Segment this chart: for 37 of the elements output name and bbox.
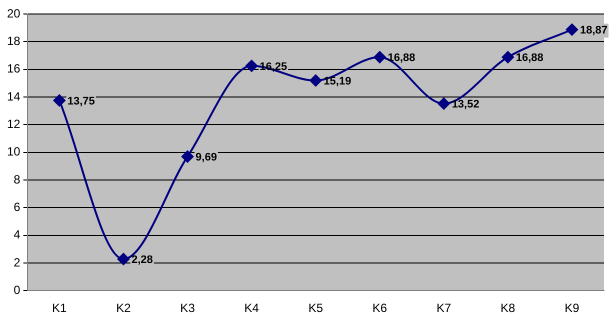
x-tick-label: K7 — [436, 301, 452, 316]
x-tick-label: K4 — [244, 301, 260, 316]
data-label: 16,88 — [388, 52, 416, 64]
x-tick-label: K5 — [308, 301, 324, 316]
point — [374, 51, 386, 64]
data-label: 13,75 — [67, 95, 95, 108]
point — [310, 74, 322, 87]
y-tick-label: 18 — [6, 34, 21, 48]
x-tick-label: K2 — [116, 301, 132, 316]
y-tick-label: 10 — [6, 144, 21, 159]
y-tick-label: 8 — [14, 172, 21, 186]
y-tick-label: 4 — [14, 228, 21, 242]
y-tick-label: 0 — [14, 282, 21, 297]
y-tick-label: 20 — [6, 6, 21, 20]
point — [502, 51, 514, 64]
point — [246, 60, 258, 72]
x-tick-label: K1 — [52, 301, 68, 316]
data-label: 16,88 — [516, 52, 544, 64]
data-label: 9,69 — [196, 152, 217, 164]
data-label: 15,19 — [324, 76, 352, 88]
point — [566, 24, 578, 36]
point — [117, 253, 130, 266]
x-tick-label: K9 — [564, 301, 580, 316]
point — [182, 150, 194, 163]
y-tick-label: 12 — [6, 116, 21, 131]
x-tick-label: K8 — [500, 301, 516, 316]
x-tick-label: K6 — [372, 301, 388, 316]
y-tick-label: 14 — [6, 89, 21, 104]
data-label: 13,52 — [452, 98, 480, 111]
y-tick-label: 6 — [14, 200, 21, 214]
data-label: 2,28 — [131, 254, 153, 266]
x-tick-label: K3 — [180, 301, 196, 316]
data-label: 18,87 — [580, 24, 608, 37]
y-tick-label: 2 — [14, 255, 21, 270]
point — [438, 98, 450, 110]
y-tick-label: 16 — [6, 62, 21, 76]
point — [53, 94, 66, 106]
